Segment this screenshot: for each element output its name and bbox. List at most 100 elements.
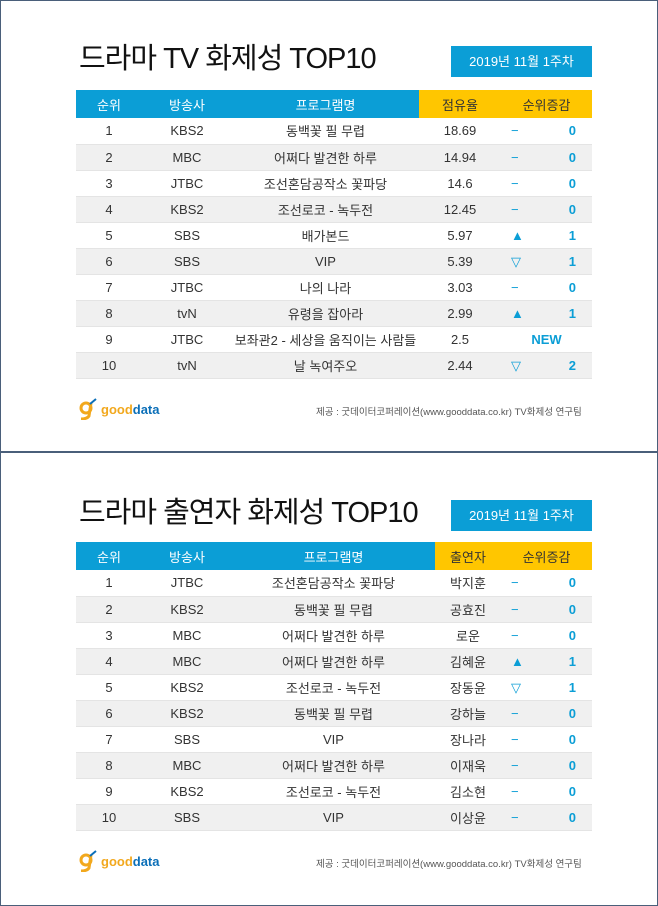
change-cell: −0 [501, 196, 592, 223]
rank-up-icon: ▲ [511, 653, 524, 669]
actor-ranking-panel: 드라마 출연자 화제성 TOP10 2019년 11월 1주차 순위 방송사 프… [0, 452, 658, 906]
change-value: 0 [568, 201, 576, 217]
table-row: 10 tvN 날 녹여주오 2.44 ▽ 2 [76, 352, 592, 379]
change-value: 0 [568, 731, 576, 747]
broadcaster-cell: JTBC [142, 170, 232, 197]
value-cell: 이재욱 [435, 752, 501, 779]
credit-text: 제공 : 굿데이터코퍼레이션(www.gooddata.co.kr) TV화제성… [316, 859, 582, 870]
table-row: 7 JTBC 나의 나라 3.03 −0 [76, 274, 592, 301]
broadcaster-cell: SBS [142, 804, 232, 831]
change-value: 1 [568, 227, 576, 243]
value-cell: 5.39 [419, 248, 501, 275]
value-cell: 14.6 [419, 170, 501, 197]
value-cell: 박지훈 [435, 570, 501, 597]
no-change-icon: − [511, 575, 519, 590]
broadcaster-cell: MBC [142, 648, 232, 675]
header-actor: 출연자 [435, 542, 501, 570]
change-cell: −0 [501, 144, 592, 171]
rank-cell: 9 [76, 778, 142, 805]
rank-cell: 6 [76, 248, 142, 275]
no-change-icon: − [511, 123, 519, 138]
program-cell: 보좌관2 - 세상을 움직이는 사람들 [232, 326, 419, 353]
week-badge: 2019년 11월 1주차 [451, 46, 592, 77]
program-cell: 조선로코 - 녹두전 [232, 674, 435, 701]
rank-cell: 10 [76, 804, 142, 831]
value-cell: 18.69 [419, 118, 501, 145]
change-cell: NEW [501, 326, 592, 353]
change-cell: ▲ 1 [501, 648, 592, 675]
value-cell: 장나라 [435, 726, 501, 753]
value-cell: 로운 [435, 622, 501, 649]
change-cell: −0 [501, 118, 592, 145]
value-cell: 김혜윤 [435, 648, 501, 675]
program-cell: 어쩌다 발견한 하루 [232, 622, 435, 649]
header-broadcaster: 방송사 [142, 542, 232, 570]
change-value: 2 [568, 357, 576, 373]
change-value: 0 [568, 175, 576, 191]
program-cell: 어쩌다 발견한 하루 [232, 144, 419, 171]
broadcaster-cell: MBC [142, 752, 232, 779]
rank-cell: 1 [76, 118, 142, 145]
no-change-icon: − [511, 149, 519, 165]
rank-cell: 7 [76, 274, 142, 301]
table-row: 2 MBC 어쩌다 발견한 하루 14.94 −0 [76, 144, 592, 171]
change-value: 0 [568, 705, 576, 721]
broadcaster-cell: KBS2 [142, 700, 232, 727]
value-cell: 공효진 [435, 596, 501, 623]
value-cell: 2.44 [419, 352, 501, 379]
table-row: 6 KBS2 동백꽃 필 무렵 강하늘 −0 [76, 700, 592, 727]
header-change: 순위증감 [501, 542, 592, 570]
change-value: 0 [568, 601, 576, 617]
program-cell: 조선혼담공작소 꽃파당 [232, 170, 419, 197]
no-change-icon: − [511, 201, 519, 217]
rank-cell: 3 [76, 170, 142, 197]
change-value: 0 [568, 279, 576, 295]
header-share: 점유율 [419, 90, 501, 118]
program-cell: 조선로코 - 녹두전 [232, 196, 419, 223]
no-change-icon: − [511, 705, 519, 721]
table-row: 1 KBS2 동백꽃 필 무렵 18.69 −0 [76, 118, 592, 145]
program-cell: 배가본드 [232, 222, 419, 249]
ranking-table: 순위 방송사 프로그램명 출연자 순위증감 1 JTBC 조선혼담공작소 꽃파당… [76, 542, 592, 831]
value-cell: 이상윤 [435, 804, 501, 831]
broadcaster-cell: MBC [142, 144, 232, 171]
rank-cell: 5 [76, 222, 142, 249]
table-row: 9 KBS2 조선로코 - 녹두전 김소현 −0 [76, 778, 592, 805]
broadcaster-cell: KBS2 [142, 674, 232, 701]
header-rank: 순위 [76, 90, 142, 118]
rank-cell: 10 [76, 352, 142, 379]
tv-ranking-panel: 드라마 TV 화제성 TOP10 2019년 11월 1주차 순위 방송사 프로… [0, 0, 658, 452]
change-cell: −0 [501, 726, 592, 753]
broadcaster-cell: tvN [142, 300, 232, 327]
header-program: 프로그램명 [232, 90, 419, 118]
week-badge: 2019년 11월 1주차 [451, 500, 592, 531]
table-row: 9 JTBC 보좌관2 - 세상을 움직이는 사람들 2.5 NEW [76, 326, 592, 353]
broadcaster-cell: MBC [142, 622, 232, 649]
change-cell: −0 [501, 700, 592, 727]
rank-up-icon: ▲ [511, 305, 524, 321]
rank-down-icon: ▽ [511, 253, 521, 269]
program-cell: 동백꽃 필 무렵 [232, 118, 419, 145]
change-value: 0 [568, 757, 576, 773]
change-cell: ▽ 1 [501, 674, 592, 701]
rank-cell: 4 [76, 196, 142, 223]
panel-title: 드라마 TV 화제성 TOP10 [79, 43, 377, 75]
broadcaster-cell: JTBC [142, 570, 232, 597]
header-program: 프로그램명 [232, 542, 435, 570]
rank-cell: 7 [76, 726, 142, 753]
program-cell: VIP [232, 248, 419, 275]
broadcaster-cell: JTBC [142, 326, 232, 353]
header-broadcaster: 방송사 [142, 90, 232, 118]
no-change-icon: − [511, 279, 519, 295]
change-cell: −0 [501, 274, 592, 301]
table-row: 1 JTBC 조선혼담공작소 꽃파당 박지훈 −0 [76, 570, 592, 597]
value-cell: 강하늘 [435, 700, 501, 727]
no-change-icon: − [511, 783, 519, 799]
rank-cell: 4 [76, 648, 142, 675]
rank-cell: 3 [76, 622, 142, 649]
table-row: 6 SBS VIP 5.39 ▽ 1 [76, 248, 592, 275]
change-value: 1 [568, 653, 576, 669]
program-cell: VIP [232, 726, 435, 753]
broadcaster-cell: tvN [142, 352, 232, 379]
value-cell: 2.5 [419, 326, 501, 353]
